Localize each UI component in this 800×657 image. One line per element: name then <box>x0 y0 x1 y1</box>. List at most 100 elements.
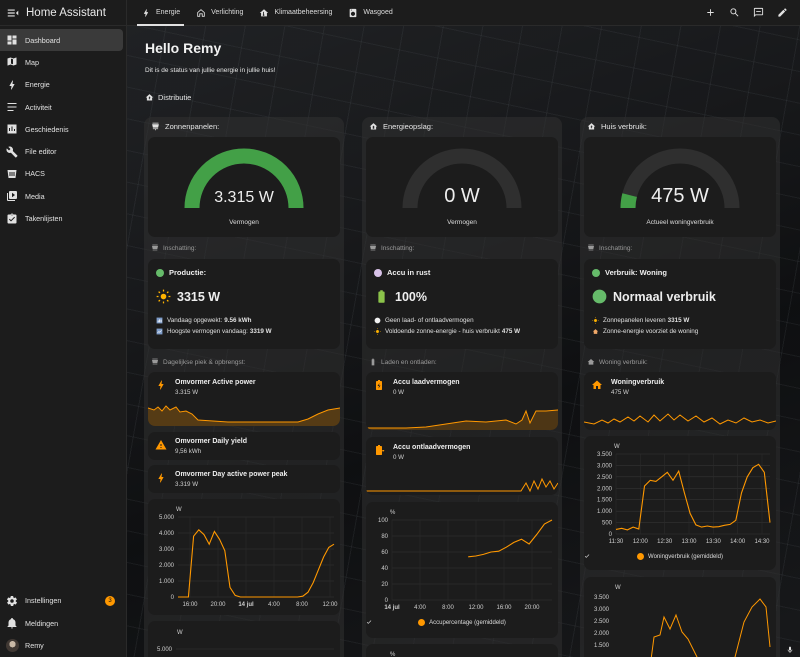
bell-icon <box>7 618 17 629</box>
section-heading: Distributie <box>145 93 191 102</box>
tab-verlichting[interactable]: Verlichting <box>188 0 251 26</box>
x-tick-label: 20:00 <box>210 602 226 608</box>
gauge-card-solar[interactable]: 3.315 W Vermogen <box>148 137 340 237</box>
sidebar-item-label: Dashboard <box>25 35 61 45</box>
plus-icon[interactable] <box>705 7 716 18</box>
white-circle-icon <box>374 317 381 324</box>
solar-panel-icon <box>370 244 376 251</box>
x-tick-label: 12:30 <box>657 539 673 545</box>
sidebar-item-energie[interactable]: Energie <box>0 74 123 96</box>
history-chart-card[interactable]: W 0 1.000 2.000 3.000 4.000 5.000 16:00 20:00 14 … <box>148 499 340 615</box>
history-chart-card[interactable]: W 0 500 1.000 1.500 2.000 2.500 3.000 3.500 11:30… <box>584 436 776 570</box>
sidebar-item-hacs[interactable]: HACS <box>0 163 123 185</box>
chart-legend[interactable]: Woningverbruik (gemiddeld) <box>584 553 776 560</box>
history-chart: W 0 1.000 2.000 3.000 4.000 5.000 16:00 20:00 14 … <box>159 507 338 608</box>
x-tick-label: 14:00 <box>730 539 746 545</box>
entity-card[interactable]: Accu laadvermogen 0 W <box>366 372 558 430</box>
sun-icon <box>592 317 599 324</box>
gauge-card-house[interactable]: 475 W Actueel woningverbruik <box>584 137 776 237</box>
column-storage: Energieopslag: 0 W Vermogen Inschatting:… <box>362 117 562 657</box>
tab-wasgoed[interactable]: Wasgoed <box>340 0 400 26</box>
sidebar-header: Home Assistant <box>0 0 126 26</box>
y-tick-label: 20 <box>381 582 388 588</box>
assist-chat-icon[interactable] <box>753 7 764 18</box>
status-line: Hoogste vermogen vandaag: 3319 W <box>156 328 272 335</box>
sidebar-item-file-editor[interactable]: File editor <box>0 140 123 162</box>
chart-legend[interactable]: Accupercentage (gemiddeld) <box>366 619 558 626</box>
tab-label: Wasgoed <box>363 9 393 16</box>
chart-bar-icon <box>156 317 163 324</box>
home-thermometer-icon <box>260 8 269 16</box>
lightning-bolt-icon <box>9 80 15 90</box>
column-title: Huis verbruik: <box>587 122 647 131</box>
sidebar-item-label: HACS <box>25 169 45 179</box>
y-tick-label: 2.000 <box>594 631 610 637</box>
tab-klimaatbeheersing[interactable]: Klimaatbeheersing <box>251 0 340 26</box>
battery-charging-icon <box>371 358 375 366</box>
entity-card[interactable]: Omvormer Daily yield 9,56 kWh <box>148 432 340 460</box>
sidebar-item-map[interactable]: Map <box>0 51 123 73</box>
status-value: Normaal verbruik <box>592 289 716 304</box>
gauge-track <box>402 148 522 209</box>
hacs-icon <box>7 169 17 178</box>
gauge-label: Vermogen <box>229 219 259 226</box>
subsection-title: Dagelijkse piek & opbrengst: <box>151 358 245 366</box>
sidebar-item-label: Takenlijsten <box>25 214 63 224</box>
gauge-card-storage[interactable]: 0 W Vermogen <box>366 137 558 237</box>
menu-collapse-icon[interactable] <box>6 6 20 20</box>
media-icon <box>7 191 17 202</box>
status-dot <box>156 268 164 277</box>
legend-check-icon <box>584 553 645 560</box>
chart-line-icon <box>156 328 163 335</box>
sidebar-item-dashboard[interactable]: Dashboard <box>0 29 123 52</box>
history-chart-card[interactable]: W 5.000 4.000 <box>148 621 340 657</box>
y-tick-label: 1.000 <box>159 579 175 585</box>
history-chart-card[interactable]: % 100 <box>366 644 558 657</box>
entity-card[interactable]: Omvormer Active power 3.315 W <box>148 372 340 426</box>
sidebar-item-instellingen[interactable]: Instellingen 3 <box>0 590 124 613</box>
sidebar-item-takenlijsten[interactable]: Takenlijsten <box>0 207 123 229</box>
x-tick-label: 20:00 <box>524 605 540 611</box>
y-tick-label: 0 <box>385 598 389 604</box>
x-tick-label: 13:30 <box>706 539 722 545</box>
entity-card[interactable]: Accu ontlaadvermogen 0 W <box>366 437 558 495</box>
notification-badge: 3 <box>105 595 115 606</box>
chart-unit: W <box>176 507 182 513</box>
pencil-icon[interactable] <box>777 7 788 18</box>
status-card-storage[interactable]: Accu in rust 100% Geen laad- of ontlaadv… <box>366 259 558 349</box>
sidebar-item-user[interactable]: Remy <box>0 635 124 657</box>
y-tick-label: 1.500 <box>597 498 613 504</box>
status-dot <box>374 268 382 277</box>
sidebar-item-geschiedenis[interactable]: Geschiedenis <box>0 118 123 140</box>
series-line <box>178 528 335 598</box>
status-card-house[interactable]: Verbruik: Woning Normaal verbruik Zonnep… <box>584 259 776 349</box>
y-tick-label: 2.000 <box>597 486 613 492</box>
microphone-icon[interactable] <box>786 645 794 655</box>
y-tick-label: 5.000 <box>159 515 175 521</box>
status-card-solar[interactable]: Productie: 3315 W Vandaag opgewekt: 9.56 … <box>148 259 340 349</box>
sidebar-item-meldingen[interactable]: Meldingen <box>0 612 124 635</box>
entity-card[interactable]: Omvormer Day active power peak 3.319 W <box>148 465 340 493</box>
entity-value: 0 W <box>393 454 405 461</box>
status-header: Verbruik: Woning <box>592 268 667 277</box>
sun-icon <box>156 289 171 304</box>
status-line: Zonnepanelen leveren 3315 W <box>592 317 689 324</box>
tab-energie[interactable]: Energie <box>133 0 188 26</box>
y-tick-label: 3.000 <box>597 463 613 469</box>
entity-card[interactable]: Woningverbruik 475 W <box>584 372 776 430</box>
sparkline <box>148 405 340 426</box>
y-tick-label: 0 <box>609 532 613 538</box>
history-chart-card[interactable]: W 3.500 3.000 2.500 2.000 1.500 <box>584 577 776 657</box>
x-tick-label: 11:30 <box>609 539 624 545</box>
entity-name: Woningverbruik <box>611 379 665 386</box>
home-lightning-icon <box>587 123 596 130</box>
legend-check-icon <box>366 619 426 626</box>
history-chart-card[interactable]: % 0 20 40 60 80 100 14 jul 4:00 8:00 12:00 16:00 20:… <box>366 502 558 638</box>
sidebar-item-media[interactable]: Media <box>0 185 123 207</box>
solar-panel-icon <box>152 358 158 365</box>
battery-charging-icon <box>376 380 382 390</box>
search-icon[interactable] <box>729 7 740 18</box>
gauge-track <box>620 148 740 209</box>
entity-value: 3.319 W <box>175 481 199 488</box>
sidebar-item-activiteit[interactable]: Activiteit <box>0 96 123 118</box>
